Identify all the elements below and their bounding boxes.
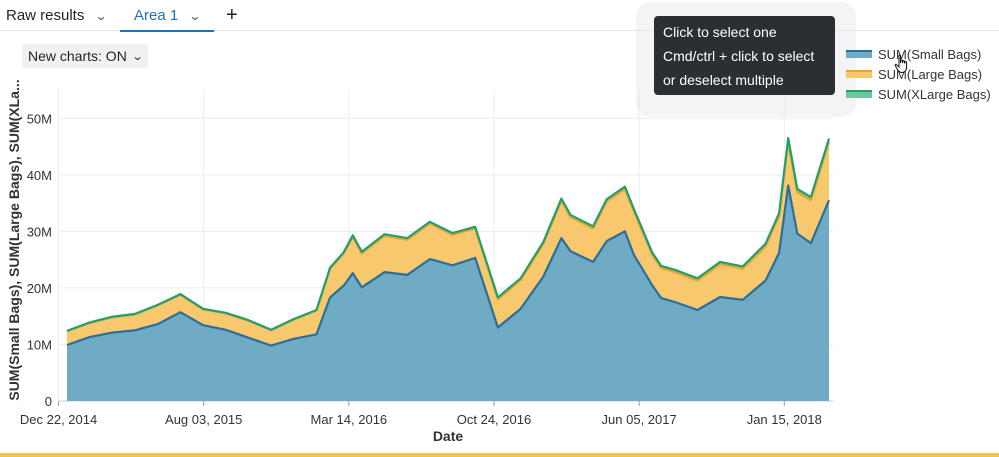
chart-legend: SUM(Small Bags) SUM(Large Bags) SUM(XLar… <box>846 44 991 104</box>
x-axis-label: Date <box>433 428 464 444</box>
new-charts-label: New charts: ON <box>28 48 127 64</box>
active-tab-indicator <box>120 30 215 32</box>
bottom-accent-bar <box>0 453 999 457</box>
chevron-down-icon: ⌄ <box>131 50 144 63</box>
area-xlarge-bags-line <box>66 137 831 332</box>
y-tick-label: 50M <box>27 111 52 126</box>
tab-bar: Raw results ⌄ Area 1 ⌄ + <box>0 0 999 32</box>
x-tick-label: Jun 05, 2017 <box>602 412 677 427</box>
tab-area-1[interactable]: Area 1 ⌄ <box>120 0 215 32</box>
area-small-bags-line <box>66 184 831 347</box>
chevron-down-icon[interactable]: ⌄ <box>94 8 108 23</box>
new-charts-toggle[interactable]: New charts: ON ⌄ <box>22 44 149 68</box>
legend-item-large-bags[interactable]: SUM(Large Bags) <box>846 64 991 84</box>
y-tick-label: 20M <box>27 281 52 296</box>
tab-raw-results[interactable]: Raw results ⌄ <box>6 0 108 31</box>
y-tick-label: 0 <box>45 394 52 409</box>
add-tab-button[interactable]: + <box>226 4 238 26</box>
x-tick-label: Dec 22, 2014 <box>20 412 97 427</box>
x-tick-label: Aug 03, 2015 <box>165 412 242 427</box>
tooltip-line: or deselect multiple <box>663 72 784 88</box>
tab-area-1-label: Area 1 <box>134 7 179 24</box>
tooltip-line: Cmd/ctrl + click to select <box>663 48 815 64</box>
area-large-bags <box>67 141 829 346</box>
tab-raw-results-label: Raw results <box>6 7 85 24</box>
y-tick-label: 30M <box>27 224 52 239</box>
legend-item-small-bags[interactable]: SUM(Small Bags) <box>846 44 991 64</box>
y-axis-label: SUM(Small Bags), SUM(Large Bags), SUM(XL… <box>6 79 22 400</box>
y-tick-label: 10M <box>27 337 52 352</box>
y-tick-label: 40M <box>27 168 52 183</box>
chevron-down-icon[interactable]: ⌄ <box>188 8 202 23</box>
x-tick-label: Mar 14, 2016 <box>311 412 388 427</box>
legend-item-xlarge-bags[interactable]: SUM(XLarge Bags) <box>846 84 991 104</box>
legend-swatch <box>846 70 872 78</box>
x-tick-label: Jan 15, 2018 <box>747 412 822 427</box>
legend-tooltip: Click to select one Cmd/ctrl + click to … <box>654 16 835 95</box>
legend-swatch <box>846 90 872 98</box>
y-axis: 0 10M 20M 30M 40M 50M <box>27 111 52 409</box>
legend-label: SUM(Small Bags) <box>878 46 982 62</box>
area-small-bags <box>67 185 829 401</box>
legend-label: SUM(XLarge Bags) <box>878 86 991 102</box>
legend-swatch <box>846 50 872 58</box>
x-axis: Dec 22, 2014 Aug 03, 2015 Mar 14, 2016 Oct … <box>20 401 822 427</box>
hand-pointer-icon <box>894 54 908 74</box>
chart-areas <box>66 137 831 401</box>
tooltip-line: Click to select one <box>663 24 777 40</box>
x-tick-label: Oct 24, 2016 <box>457 412 531 427</box>
